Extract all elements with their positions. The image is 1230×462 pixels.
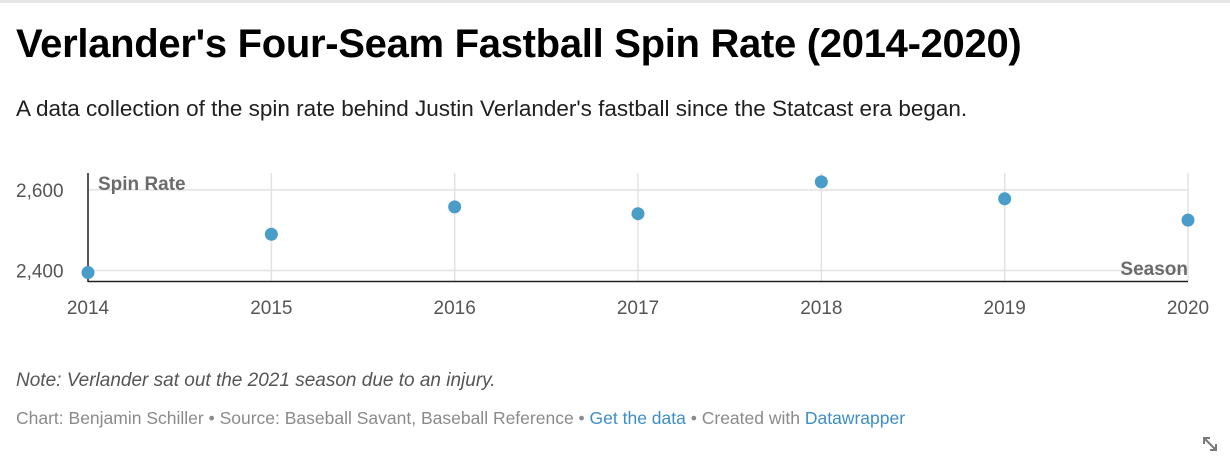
chart-note: Note: Verlander sat out the 2021 season … xyxy=(16,370,496,391)
top-rule xyxy=(0,0,1230,3)
data-point xyxy=(998,192,1012,206)
x-tick-label: 2017 xyxy=(617,298,659,319)
x-tick-label: 2016 xyxy=(434,298,476,319)
chart-title: Verlander's Four-Seam Fastball Spin Rate… xyxy=(16,22,1022,66)
data-point xyxy=(1181,213,1195,227)
x-axis-title: Season xyxy=(1120,259,1188,280)
x-tick-label: 2014 xyxy=(67,298,110,319)
chart-subtitle: A data collection of the spin rate behin… xyxy=(16,96,968,121)
data-point xyxy=(814,175,828,189)
y-tick-label: 2,400 xyxy=(16,262,64,283)
x-tick-label: 2020 xyxy=(1167,298,1209,319)
footer-separator: • xyxy=(203,408,220,428)
x-tick-label: 2015 xyxy=(250,298,292,319)
x-tick-label: 2019 xyxy=(984,298,1026,319)
source-credit: Source: Baseball Savant, Baseball Refere… xyxy=(219,408,574,428)
scatter-chart: 2,400 2,600 2014 2015 2016 2017 2018 2019 2020 Sp… xyxy=(16,173,1209,319)
chart-footer: Chart: Benjamin Schiller • Source: Baseb… xyxy=(16,408,905,429)
x-tick-label: 2018 xyxy=(800,298,842,319)
y-axis-title: Spin Rate xyxy=(98,174,186,195)
byline: Chart: Benjamin Schiller xyxy=(16,408,204,428)
y-tick-label: 2,600 xyxy=(16,181,64,202)
resize-diagonal-icon[interactable] xyxy=(1200,434,1220,454)
footer-separator: • xyxy=(685,408,702,428)
data-point xyxy=(448,200,462,214)
created-with-text: Created with xyxy=(701,408,805,428)
data-point xyxy=(264,227,278,241)
data-point xyxy=(631,207,645,221)
get-the-data-link[interactable]: Get the data xyxy=(589,408,686,428)
footer-separator: • xyxy=(573,408,590,428)
data-point xyxy=(81,266,95,280)
datawrapper-link[interactable]: Datawrapper xyxy=(804,408,906,428)
